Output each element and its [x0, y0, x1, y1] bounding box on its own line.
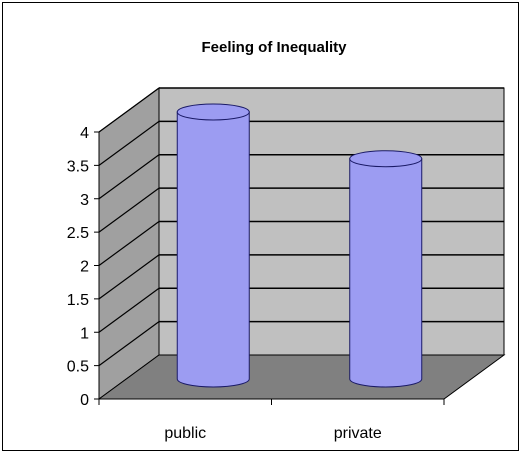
x-tick-label: private	[334, 425, 382, 442]
y-tick-label: 1	[80, 325, 89, 342]
y-tick-label: 0.5	[67, 359, 89, 376]
chart-area: Feeling of Inequality 0 0.5 1 1.5 2 2.5 3 3.5 4 p…	[67, 39, 506, 442]
gridline-side	[98, 254, 160, 300]
gridline-side	[98, 87, 160, 133]
bar-top	[349, 150, 423, 168]
y-tick-label: 1.5	[67, 292, 89, 309]
bar-body	[176, 111, 250, 388]
y-tick-label: 3	[80, 192, 89, 209]
gridline-side	[98, 120, 160, 166]
y-tick-label: 2	[80, 259, 89, 276]
chart-frame: Feeling of Inequality 0 0.5 1 1.5 2 2.5 3 3.5 4 p…	[2, 2, 519, 451]
bar-body	[349, 158, 423, 388]
bar-private	[349, 150, 423, 388]
gridline-side	[98, 321, 160, 367]
y-tick-label: 2.5	[67, 225, 89, 242]
y-tick-label: 4	[80, 125, 89, 142]
gridline-side	[98, 287, 160, 333]
gridline-side	[98, 187, 160, 233]
floor	[97, 354, 506, 400]
gridline-side	[98, 154, 160, 200]
bar-top	[176, 103, 250, 121]
chart-title: Feeling of Inequality	[201, 39, 347, 56]
bar-public	[176, 103, 250, 388]
y-tick-label: 0	[80, 392, 89, 409]
y-tick-label: 3.5	[67, 158, 89, 175]
x-tick-label: public	[164, 425, 206, 442]
gridline-side	[98, 221, 160, 266]
